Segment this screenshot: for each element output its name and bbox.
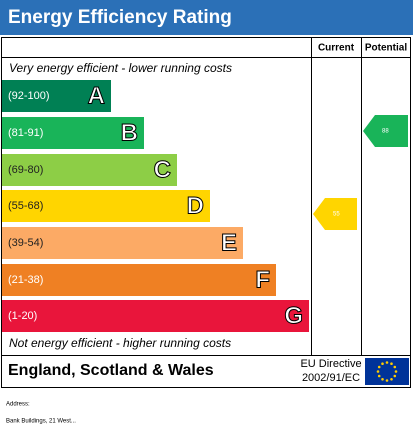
- title: Energy Efficiency Rating: [8, 7, 232, 28]
- band-letter: A: [88, 82, 105, 109]
- band-range: (55-68): [8, 200, 43, 212]
- flag-star: [393, 365, 397, 369]
- band-letter: D: [187, 192, 204, 219]
- band-range: (69-80): [8, 164, 43, 176]
- band-range: (39-54): [8, 237, 43, 249]
- band-range: (21-38): [8, 274, 43, 286]
- flag-star: [390, 377, 393, 381]
- address-line: Bank Buildings, 21 West...: [6, 419, 76, 425]
- bands: (92-100) A (81-91) B (69-80) C (55-68) D (39-54)…: [2, 80, 309, 332]
- band-bar: [2, 300, 309, 332]
- band-letter: C: [154, 156, 171, 183]
- band-letter: F: [255, 266, 270, 293]
- band-range: (1-20): [8, 310, 37, 322]
- flag-star: [377, 365, 381, 369]
- flag-star: [381, 362, 384, 366]
- band-bar: [2, 117, 144, 149]
- current-value: 55: [333, 212, 340, 218]
- band-letter: E: [221, 229, 237, 256]
- flag-star: [394, 370, 398, 373]
- band-letter: G: [284, 302, 303, 329]
- band-bar: [2, 190, 210, 222]
- eu-flag: [365, 358, 409, 385]
- band-range: (92-100): [8, 90, 50, 102]
- potential-arrow: [363, 115, 408, 147]
- flag-star: [385, 379, 389, 382]
- band-bar: [2, 227, 243, 259]
- bottom-note: Not energy efficient - higher running co…: [9, 336, 231, 350]
- band-range: (81-91): [8, 127, 43, 139]
- title-bar: [0, 0, 413, 35]
- address-label: Address:: [6, 402, 30, 408]
- potential-header: Potential: [365, 43, 407, 54]
- flag-star: [377, 374, 381, 378]
- top-note: Very energy efficient - lower running co…: [9, 61, 232, 75]
- region: England, Scotland & Wales: [8, 362, 214, 379]
- current-header: Current: [318, 43, 355, 54]
- directive: EU Directive: [300, 358, 361, 370]
- band-bar: [2, 80, 111, 112]
- flag-star: [393, 374, 397, 378]
- frame: [1, 37, 411, 388]
- flag-star: [390, 362, 393, 366]
- current-arrow: [313, 198, 357, 230]
- flag-star: [381, 377, 384, 381]
- potential-value: 88: [382, 129, 389, 135]
- band-bar: [2, 264, 276, 296]
- band-bar: [2, 154, 177, 186]
- flag-star: [385, 361, 389, 364]
- directive: 2002/91/EC: [302, 372, 360, 384]
- flag-star: [376, 370, 380, 373]
- band-letter: B: [121, 119, 138, 146]
